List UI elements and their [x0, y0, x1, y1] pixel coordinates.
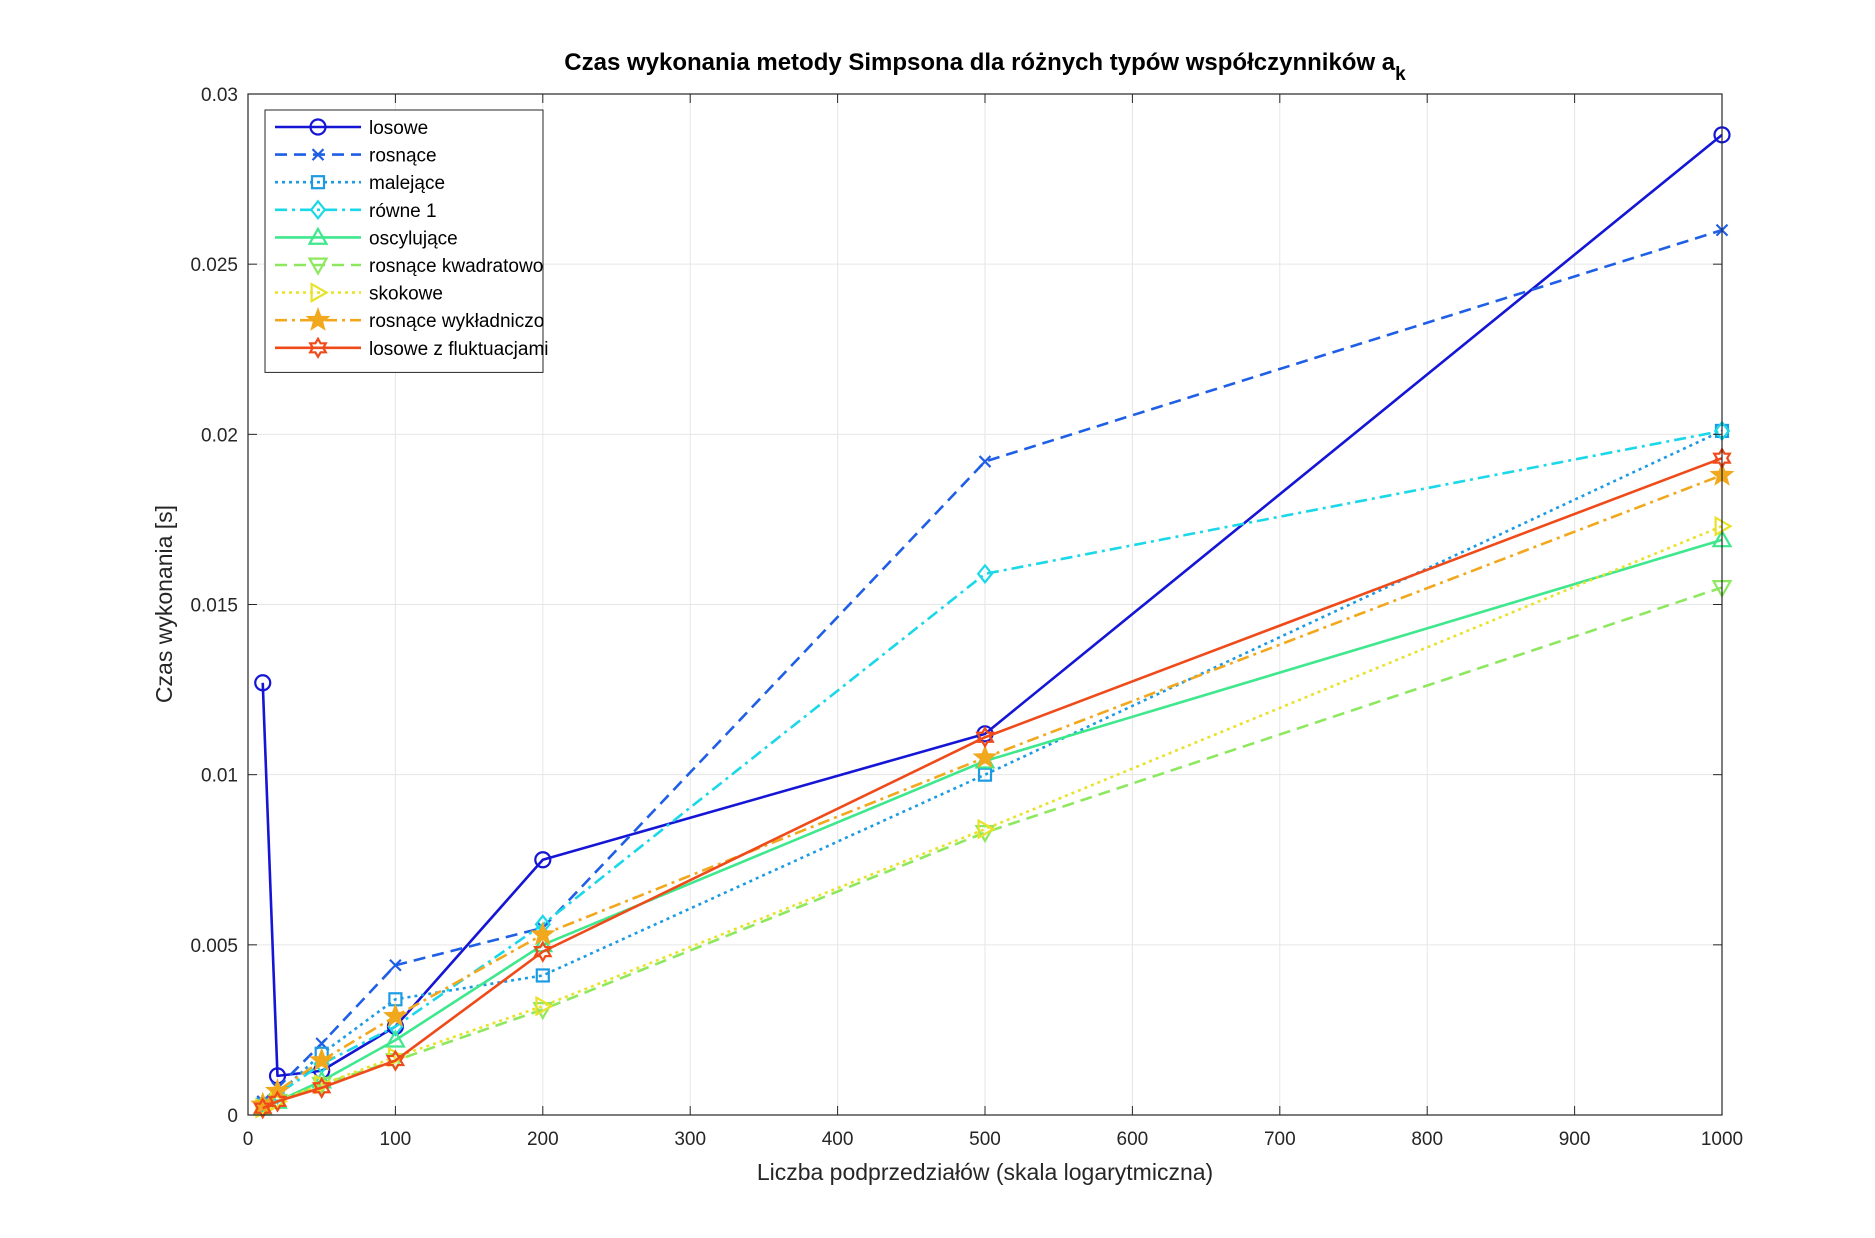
x-tick-label: 300	[674, 1129, 706, 1150]
legend-swatch-marker	[310, 175, 326, 190]
legend-item: skokowe	[275, 282, 443, 305]
legend-swatch-marker	[310, 282, 329, 303]
legend-swatch-marker	[305, 307, 331, 331]
data-point-marker	[267, 1090, 288, 1113]
legend: losowe rosnące malejące równe 1 oscylujące ro…	[264, 109, 549, 373]
legend-label: rosnące	[369, 146, 437, 167]
legend-swatch-marker	[309, 199, 327, 221]
x-tick-label: 600	[1117, 1129, 1149, 1150]
data-point-marker	[382, 1003, 408, 1027]
x-tick-label: 500	[969, 1129, 1001, 1150]
data-point-marker	[533, 940, 553, 963]
x-axis-label: Liczba podprzedziałów (skala logarytmicz…	[757, 1159, 1213, 1185]
data-point-marker	[530, 921, 556, 946]
data-point-marker	[385, 1049, 406, 1072]
data-point-marker	[312, 1076, 332, 1099]
data-point-marker	[978, 455, 992, 468]
data-point-marker	[534, 851, 552, 869]
data-point-marker	[309, 1047, 335, 1072]
y-axis-label: Czas wykonania [s]	[151, 505, 177, 703]
data-point-marker	[389, 958, 402, 972]
legend-item: równe 1	[275, 199, 437, 222]
axis-ticks: 0 100 200 300 400 500 600 700 800 900 1000 0 0.005 0.…	[190, 85, 1743, 1150]
data-point-marker	[975, 726, 995, 749]
legend-label: rosnące wykładniczo	[369, 311, 544, 332]
data-point-marker	[1714, 515, 1733, 537]
legend-label: rosnące kwadratowo	[369, 256, 543, 277]
data-point-marker	[974, 825, 996, 844]
data-point-marker	[535, 968, 550, 983]
x-tick-label: 0	[243, 1129, 254, 1150]
legend-item: oscylujące	[275, 226, 458, 249]
y-tick-label: 0	[227, 1106, 238, 1127]
data-point-marker	[972, 744, 998, 769]
legend-item: losowe z fluktuacjami	[275, 336, 549, 360]
legend-label: oscylujące	[369, 228, 458, 249]
legend-item: rosnące	[275, 146, 437, 167]
series-9	[253, 446, 1732, 1120]
legend-swatch-marker	[311, 148, 325, 161]
y-tick-label: 0.03	[201, 85, 238, 106]
y-tick-label: 0.005	[190, 936, 238, 957]
legend-label: losowe	[369, 118, 428, 139]
legend-label: malejące	[369, 173, 445, 194]
chart-title-subscript: k	[1395, 64, 1406, 85]
y-tick-label: 0.02	[201, 425, 238, 446]
data-point-marker	[535, 995, 554, 1017]
legend-swatch-marker	[307, 257, 329, 276]
data-point-marker	[254, 674, 272, 692]
series-line	[261, 429, 1723, 1106]
x-tick-label: 800	[1411, 1129, 1443, 1150]
x-tick-label: 900	[1559, 1129, 1591, 1150]
legend-swatch-marker	[307, 226, 329, 245]
legend-label: równe 1	[369, 201, 437, 222]
x-tick-label: 400	[822, 1129, 854, 1150]
x-tick-label: 700	[1264, 1129, 1296, 1150]
y-tick-label: 0.025	[190, 255, 238, 276]
x-tick-label: 1000	[1701, 1129, 1743, 1150]
data-point-marker	[532, 1002, 554, 1021]
data-point-marker	[385, 1029, 406, 1048]
legend-label: skokowe	[369, 284, 443, 305]
chart-title: Czas wykonania metody Simpsona dla różny…	[564, 49, 1406, 85]
x-tick-label: 100	[380, 1129, 412, 1150]
y-tick-label: 0.015	[190, 596, 238, 617]
legend-item: malejące	[275, 173, 445, 194]
series-line	[262, 456, 1723, 1110]
data-point-marker	[976, 563, 994, 585]
x-tick-label: 200	[527, 1129, 559, 1150]
series-layer	[250, 126, 1735, 1120]
legend-item: rosnące kwadratowo	[275, 256, 543, 277]
data-point-marker	[977, 767, 993, 782]
legend-swatch-marker	[309, 118, 327, 136]
chart-title-text: Czas wykonania metody Simpsona dla różny…	[564, 49, 1396, 76]
legend-item: rosnące wykładniczo	[275, 307, 544, 332]
legend-item: losowe	[275, 118, 428, 139]
data-point-marker	[977, 818, 996, 840]
y-tick-label: 0.01	[201, 766, 238, 787]
legend-swatch-marker	[308, 336, 328, 359]
legend-label: losowe z fluktuacjami	[369, 339, 549, 360]
